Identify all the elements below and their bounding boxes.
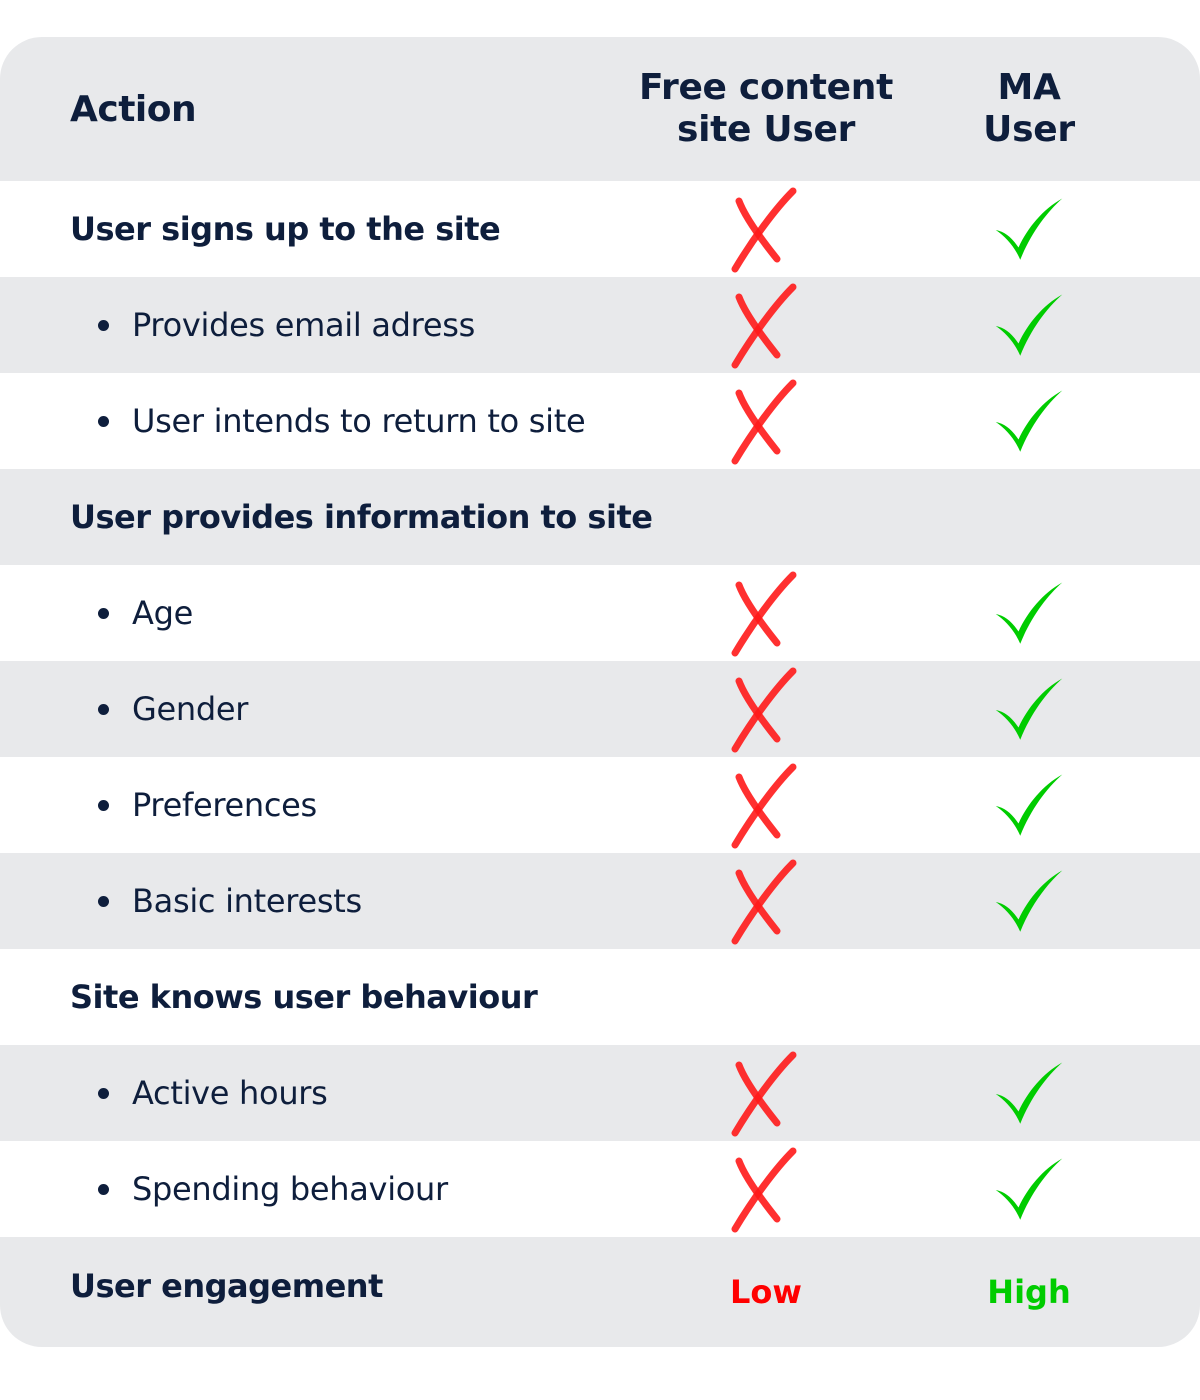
engagement-free-value: Low xyxy=(730,1273,802,1311)
row-label: User intends to return to site xyxy=(132,402,586,440)
table-row: User intends to return to site xyxy=(0,373,1200,469)
row-label: Preferences xyxy=(132,786,317,824)
table-row: Provides email adress xyxy=(0,277,1200,373)
table-header: Action Free content site User MA User xyxy=(0,37,1200,181)
header-action: Action xyxy=(70,88,197,130)
table-row: Age xyxy=(0,565,1200,661)
check-icon xyxy=(994,187,1064,277)
section-label: Site knows user behaviour xyxy=(70,978,538,1016)
bullet-icon xyxy=(98,1087,109,1099)
cross-icon xyxy=(731,187,801,277)
cross-icon xyxy=(731,1051,801,1141)
bullet-icon xyxy=(98,703,109,715)
cross-icon xyxy=(731,571,801,661)
cross-icon xyxy=(731,379,801,469)
row-label: Provides email adress xyxy=(132,306,475,344)
table-row: User signs up to the site xyxy=(0,181,1200,277)
cross-icon xyxy=(731,667,801,757)
table-row: Preferences xyxy=(0,757,1200,853)
table-row: Site knows user behaviour xyxy=(0,949,1200,1045)
bullet-icon xyxy=(98,415,109,427)
cross-icon xyxy=(731,283,801,373)
cross-icon xyxy=(731,1147,801,1237)
row-label: Age xyxy=(132,594,193,632)
table-row: Active hours xyxy=(0,1045,1200,1141)
cross-icon xyxy=(731,859,801,949)
table-row: User provides information to site xyxy=(0,469,1200,565)
check-icon xyxy=(994,667,1064,757)
engagement-label: User engagement xyxy=(70,1267,383,1305)
header-ma-user: MA User xyxy=(983,67,1075,150)
header-free-user: Free content site User xyxy=(639,67,893,150)
row-label: Spending behaviour xyxy=(132,1170,448,1208)
cross-icon xyxy=(731,763,801,853)
check-icon xyxy=(994,379,1064,469)
table-row: Spending behaviour xyxy=(0,1141,1200,1237)
bullet-icon xyxy=(98,799,109,811)
bullet-icon xyxy=(98,1183,109,1195)
check-icon xyxy=(994,571,1064,661)
engagement-ma-value: High xyxy=(987,1273,1071,1311)
check-icon xyxy=(994,1147,1064,1237)
bullet-icon xyxy=(98,319,109,331)
table-row: Gender xyxy=(0,661,1200,757)
bullet-icon xyxy=(98,895,109,907)
check-icon xyxy=(994,859,1064,949)
bullet-icon xyxy=(98,607,109,619)
check-icon xyxy=(994,283,1064,373)
section-label: User signs up to the site xyxy=(70,210,501,248)
section-label: User provides information to site xyxy=(70,498,653,536)
check-icon xyxy=(994,763,1064,853)
row-label: Active hours xyxy=(132,1074,328,1112)
row-label: Basic interests xyxy=(132,882,362,920)
engagement-row: User engagement Low High xyxy=(0,1237,1200,1347)
check-icon xyxy=(994,1051,1064,1141)
row-label: Gender xyxy=(132,690,249,728)
comparison-table: Action Free content site User MA User Us… xyxy=(0,37,1200,1347)
table-row: Basic interests xyxy=(0,853,1200,949)
